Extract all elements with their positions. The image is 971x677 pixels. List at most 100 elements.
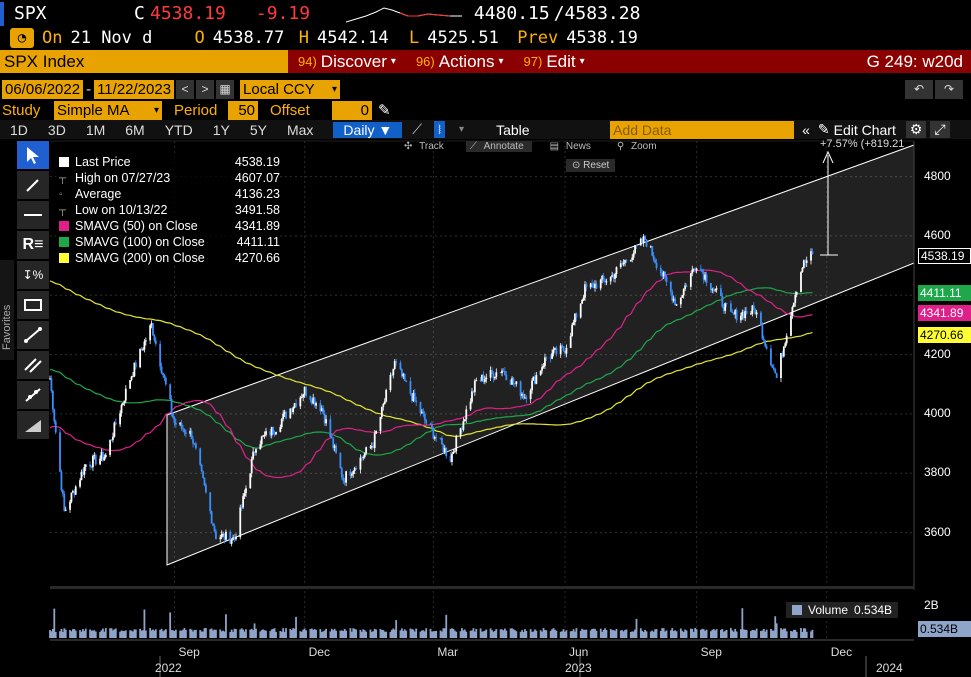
volume-bar [103,631,106,638]
volume-bar [483,630,486,638]
discover-menu[interactable]: 94) Discover ▾ [288,52,406,72]
study-select[interactable]: Simple MA ▾ [54,100,162,120]
cursor-icon[interactable] [17,141,49,169]
redo-icon[interactable]: ↷ [935,79,963,99]
volume-bar [195,629,197,638]
candle-body [451,453,453,462]
pencil-icon[interactable]: ✎ [378,102,391,119]
candle-body [542,365,545,368]
candle-body [385,389,388,402]
favorites-tab[interactable]: Favorites [0,260,14,360]
next-period-icon[interactable]: > [196,79,215,99]
volume-bar [139,628,142,638]
track-button[interactable]: ✣ Track [400,141,452,152]
candle-body [702,272,705,280]
period-field[interactable]: 50 [228,100,258,120]
candle-body [669,282,672,292]
legend-item[interactable]: SMAVG (50) on Close 4341.89 [56,218,280,234]
table-button[interactable]: Table [496,121,530,138]
offset-field[interactable]: 0 [332,100,372,120]
area-icon[interactable] [17,411,49,439]
candle-body [313,397,316,406]
zoom-button[interactable]: ⚲ Zoom [613,141,665,152]
legend-item[interactable]: SMAVG (200) on Close 4270.66 [56,250,280,266]
candle-body [629,259,632,262]
candle-icon[interactable]: ⧘ [434,121,446,138]
volume-bar [269,631,272,638]
favorites-label: Favorites [1,304,13,350]
candle-body [744,310,747,319]
volume-bar [154,629,157,638]
candle-body [592,283,595,289]
news-button[interactable]: ▤ News [546,141,599,152]
caret-down-icon[interactable]: ▾ [459,124,465,135]
candle-body [172,412,174,418]
candle-body [340,468,343,478]
candle-body [150,323,153,326]
volume-bar [380,630,383,638]
volume-bar [781,629,784,638]
legend-item[interactable]: ┬ High on 07/27/23 4607.07 [56,170,280,186]
legend-item[interactable]: ◦ Average 4136.23 [56,186,280,202]
range-button-1y[interactable]: 1Y [212,121,230,138]
draw-line-icon[interactable] [17,171,49,199]
calendar-icon[interactable]: ▦ [216,79,235,99]
range-button-5y[interactable]: 5Y [249,121,267,138]
range-button-max[interactable]: Max [286,121,314,138]
candle-body [82,471,84,475]
undo-icon[interactable]: ↶ [905,79,933,99]
percent-change-icon[interactable]: ↧% [17,261,49,289]
candle-body [755,312,758,315]
range-button-6m[interactable]: 6M [125,121,145,138]
edit-menu[interactable]: 97) Edit ▾ [514,52,595,72]
legend-item[interactable]: Last Price 4538.19 [56,154,280,170]
date-range-row: 06/06/2022 - 11/22/2023 < > ▦ Local CCY … [0,79,971,99]
edit-chart-button[interactable]: Edit Chart [833,121,896,138]
retracement-icon[interactable]: R≡ [17,231,49,259]
candle-body [515,381,518,384]
candle-body [555,348,558,355]
horizontal-line-icon[interactable] [17,201,49,229]
range-button-1d[interactable]: 1D [10,121,28,138]
add-data-field[interactable]: Add Data [610,120,795,139]
candle-body [601,275,604,280]
actions-menu[interactable]: 96) Actions ▾ [406,52,514,72]
rectangle-icon[interactable] [17,291,49,319]
currency-select[interactable]: Local CCY ▾ [240,79,341,99]
ray-icon[interactable] [17,381,49,409]
range-button-1m[interactable]: 1M [85,121,106,138]
candle-body [92,455,94,468]
volume-bar [285,628,287,638]
volume-bar [790,631,792,638]
line-chart-icon[interactable]: ⟋ [412,121,423,137]
legend-item[interactable]: ┬ Low on 10/13/22 3491.58 [56,202,280,218]
candle-body [69,501,71,510]
range-button-3d[interactable]: 3D [47,121,66,138]
candle-body [534,376,536,384]
prev-period-icon[interactable]: < [176,79,195,99]
security-field[interactable]: SPX Index [0,50,288,73]
candle-body [734,310,737,315]
trend-line-icon[interactable] [17,321,49,349]
candle-body [501,370,503,374]
legend-item[interactable]: SMAVG (100) on Close 4411.11 [56,234,280,250]
expand-icon[interactable]: ⤢ [930,121,950,138]
volume-bar [415,628,418,638]
annotate-button[interactable]: ⟋ Annotate [465,141,532,152]
ticker-marker [0,1,4,26]
collapse-icon[interactable]: « [802,121,810,138]
volume-bar [442,628,445,638]
range-row: 1D 3D 1M 6M YTD 1Y 5Y Max Daily ▼ ⟋ ⧘ ▾ Table A… [0,120,971,139]
settings-icon[interactable]: ⚙ [905,121,927,138]
candle-body [589,283,592,288]
candle-body [132,376,134,378]
speedometer-icon[interactable]: ◔ [10,28,34,48]
candle-body [624,260,626,263]
frequency-select[interactable]: Daily ▼ [333,121,403,138]
range-button-ytd[interactable]: YTD [164,121,193,138]
end-date-field[interactable]: 11/22/2023 [94,79,175,99]
reset-button[interactable]: ⊙ Reset [566,159,616,172]
channel-icon[interactable] [17,351,49,379]
volume-bar [455,631,458,638]
start-date-field[interactable]: 06/06/2022 [2,79,84,99]
